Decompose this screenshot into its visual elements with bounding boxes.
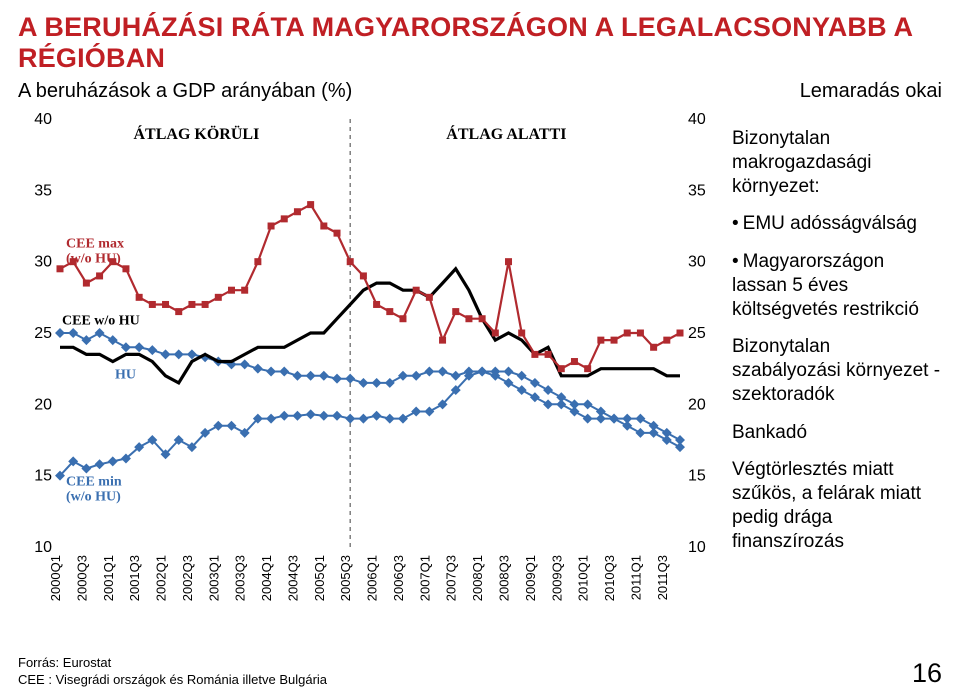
svg-text:2005Q3: 2005Q3 <box>338 555 353 601</box>
svg-text:20: 20 <box>688 396 706 413</box>
svg-text:15: 15 <box>34 468 52 485</box>
svg-text:2002Q3: 2002Q3 <box>180 555 195 601</box>
note-bullet-2: Magyarországon lassan 5 éves költségveté… <box>732 250 942 321</box>
svg-text:2005Q1: 2005Q1 <box>312 555 327 601</box>
footer-note: CEE : Visegrádi országok és Románia ille… <box>18 671 327 689</box>
svg-text:2007Q1: 2007Q1 <box>417 555 432 601</box>
footer-source: Forrás: Eurostat <box>18 654 327 672</box>
investment-chart: 10 15 20 25 30 35 40 10 15 20 25 30 35 40 ÁTLAG KÖRÜLI… <box>18 109 718 609</box>
svg-text:2000Q1: 2000Q1 <box>48 555 63 601</box>
svg-text:2004Q1: 2004Q1 <box>259 555 274 601</box>
svg-text:30: 30 <box>688 254 706 271</box>
svg-text:ÁTLAG ALATTI: ÁTLAG ALATTI <box>446 124 566 143</box>
svg-text:2006Q3: 2006Q3 <box>391 555 406 601</box>
subtitle-right: Lemaradás okai <box>800 80 942 103</box>
svg-text:2010Q3: 2010Q3 <box>602 555 617 601</box>
sidebar-notes: Bizonytalan makrogazdasági környezet: EM… <box>718 109 942 567</box>
svg-text:2003Q1: 2003Q1 <box>206 555 221 601</box>
svg-text:HU: HU <box>115 368 136 383</box>
svg-text:2001Q3: 2001Q3 <box>127 555 142 601</box>
chart-container: 10 15 20 25 30 35 40 10 15 20 25 30 35 40 ÁTLAG KÖRÜLI… <box>18 109 718 609</box>
svg-text:10: 10 <box>34 539 52 556</box>
footer: Forrás: Eurostat CEE : Visegrádi országo… <box>18 654 327 689</box>
svg-text:(w/o HU): (w/o HU) <box>66 251 121 266</box>
svg-text:25: 25 <box>688 325 706 342</box>
svg-text:2003Q3: 2003Q3 <box>233 555 248 601</box>
svg-text:25: 25 <box>34 325 52 342</box>
svg-text:(w/o HU): (w/o HU) <box>66 490 121 505</box>
svg-text:2006Q1: 2006Q1 <box>365 555 380 601</box>
page-number: 16 <box>912 658 942 689</box>
svg-text:CEE min: CEE min <box>66 475 122 490</box>
svg-text:2009Q3: 2009Q3 <box>549 555 564 601</box>
svg-text:CEE max: CEE max <box>66 236 124 251</box>
svg-text:40: 40 <box>34 111 52 128</box>
svg-text:2009Q1: 2009Q1 <box>523 555 538 601</box>
svg-text:35: 35 <box>688 182 706 199</box>
svg-text:2000Q3: 2000Q3 <box>74 555 89 601</box>
subtitle-left: A beruházások a GDP arányában (%) <box>18 80 352 103</box>
svg-text:2008Q3: 2008Q3 <box>497 555 512 601</box>
page-title: A BERUHÁZÁSI RÁTA MAGYARORSZÁGON A LEGAL… <box>18 12 942 74</box>
svg-text:20: 20 <box>34 396 52 413</box>
note-plain-2: Végtörlesztés miatt szűkös, a felárak mi… <box>732 458 942 553</box>
svg-text:2002Q1: 2002Q1 <box>154 555 169 601</box>
svg-text:2011Q1: 2011Q1 <box>628 555 643 600</box>
svg-text:2011Q3: 2011Q3 <box>655 555 670 600</box>
svg-text:30: 30 <box>34 254 52 271</box>
note-intro-2: Bizonytalan szabályozási környezet - sze… <box>732 335 942 406</box>
svg-text:15: 15 <box>688 468 706 485</box>
svg-text:2004Q3: 2004Q3 <box>285 555 300 601</box>
svg-text:2008Q1: 2008Q1 <box>470 555 485 601</box>
svg-text:CEE w/o HU: CEE w/o HU <box>62 314 140 329</box>
note-plain-1: Bankadó <box>732 421 942 445</box>
svg-text:2010Q1: 2010Q1 <box>576 555 591 601</box>
svg-text:35: 35 <box>34 182 52 199</box>
svg-text:ÁTLAG KÖRÜLI: ÁTLAG KÖRÜLI <box>134 124 260 143</box>
svg-text:40: 40 <box>688 111 706 128</box>
svg-text:10: 10 <box>688 539 706 556</box>
svg-text:2007Q3: 2007Q3 <box>444 555 459 601</box>
note-bullet-1: EMU adósságválság <box>732 212 942 236</box>
svg-text:2001Q1: 2001Q1 <box>101 555 116 601</box>
note-intro-1: Bizonytalan makrogazdasági környezet: <box>732 127 942 198</box>
